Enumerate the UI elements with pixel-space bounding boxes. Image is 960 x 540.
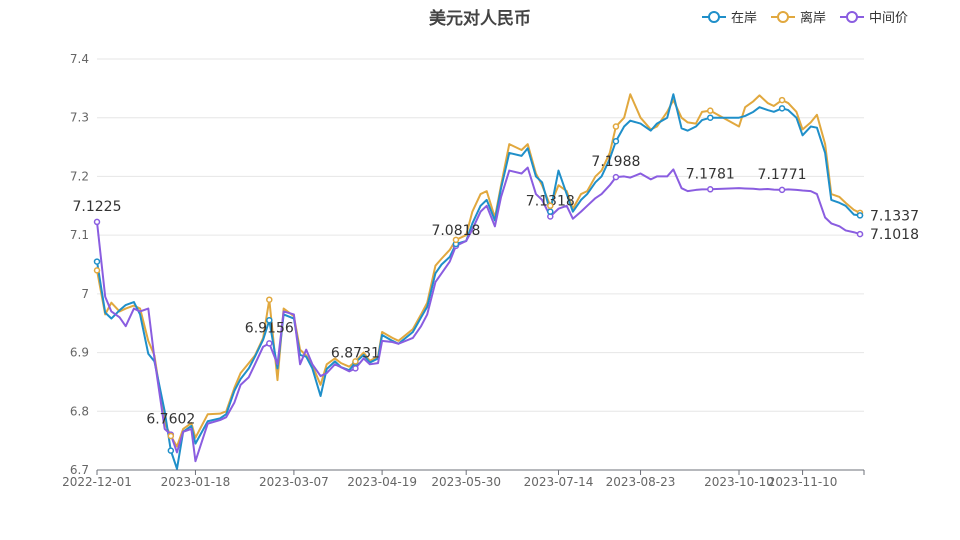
data-point-marker bbox=[778, 186, 786, 194]
data-label: 7.1781 bbox=[686, 166, 735, 182]
series-line-2 bbox=[96, 166, 861, 463]
legend: 在岸 离岸 中间价 bbox=[701, 7, 908, 26]
end-point-marker bbox=[856, 230, 864, 238]
x-tick-label: 2023-03-07 bbox=[259, 475, 329, 489]
data-point-marker bbox=[778, 96, 786, 104]
data-label: 6.8731 bbox=[331, 345, 380, 361]
data-point-marker bbox=[352, 358, 359, 365]
x-tick-label: 2023-07-14 bbox=[524, 475, 594, 489]
x-tick-label: 2023-05-30 bbox=[431, 475, 501, 489]
legend-item-offshore[interactable]: 离岸 bbox=[770, 7, 826, 26]
data-point-marker bbox=[452, 236, 460, 244]
data-label: 7.1988 bbox=[591, 154, 640, 170]
data-label: 7.1225 bbox=[73, 199, 122, 215]
data-point-marker bbox=[93, 218, 101, 226]
end-label: 7.1018 bbox=[870, 227, 919, 243]
legend-marker-offshore bbox=[770, 10, 795, 24]
data-point-marker bbox=[266, 340, 273, 347]
legend-marker-central-parity bbox=[839, 10, 864, 24]
data-point-marker bbox=[547, 208, 554, 215]
data-point-marker bbox=[612, 123, 620, 130]
legend-item-onshore[interactable]: 在岸 bbox=[701, 7, 757, 26]
data-point-marker bbox=[266, 296, 273, 303]
x-tick-label: 2023-01-18 bbox=[161, 475, 231, 489]
data-point-marker bbox=[266, 317, 273, 324]
data-point-marker bbox=[707, 107, 714, 114]
legend-label-offshore: 离岸 bbox=[799, 11, 826, 26]
x-tick-label: 2023-08-23 bbox=[606, 475, 676, 489]
y-tick-label: 7.1 bbox=[70, 228, 89, 242]
y-tick-label: 7.3 bbox=[70, 111, 89, 125]
y-tick-label: 7.2 bbox=[70, 169, 89, 183]
legend-item-central-parity[interactable]: 中间价 bbox=[839, 7, 908, 26]
data-point-marker bbox=[612, 173, 620, 181]
data-label: 6.7602 bbox=[146, 412, 195, 428]
x-tick-label: 2023-04-19 bbox=[347, 475, 417, 489]
data-point-marker bbox=[707, 186, 714, 193]
x-tick-label: 2023-10-10 bbox=[704, 475, 774, 489]
data-point-marker bbox=[167, 447, 175, 454]
legend-marker-onshore bbox=[701, 10, 726, 24]
y-tick-label: 6.8 bbox=[70, 404, 89, 418]
series-line-1 bbox=[96, 93, 861, 448]
end-point-marker bbox=[856, 212, 864, 219]
data-point-marker bbox=[778, 105, 786, 112]
y-tick-label: 6.7 bbox=[70, 463, 89, 477]
series-line-0 bbox=[96, 93, 861, 470]
data-point-marker bbox=[547, 202, 554, 210]
data-label: 7.1318 bbox=[526, 193, 575, 209]
end-label: 7.1337 bbox=[870, 208, 919, 224]
data-label: 7.0818 bbox=[431, 223, 480, 239]
data-point-marker bbox=[612, 137, 620, 145]
data-point-marker bbox=[93, 258, 101, 265]
chart-title: 美元对人民币 bbox=[429, 9, 531, 29]
data-point-marker bbox=[93, 267, 101, 274]
data-point-marker bbox=[352, 365, 359, 372]
data-point-marker bbox=[167, 432, 175, 440]
legend-label-central-parity: 中间价 bbox=[868, 11, 908, 26]
legend-label-onshore: 在岸 bbox=[730, 11, 757, 26]
x-tick-label: 2023-11-10 bbox=[768, 475, 838, 489]
data-label: 6.9156 bbox=[245, 320, 294, 336]
y-tick-label: 6.9 bbox=[70, 346, 89, 360]
y-tick-label: 7.4 bbox=[70, 52, 89, 66]
x-tick-label: 2022-12-01 bbox=[62, 475, 132, 489]
data-label: 7.1771 bbox=[758, 167, 807, 183]
y-tick-label: 7 bbox=[81, 287, 89, 301]
data-point-marker bbox=[707, 114, 714, 121]
